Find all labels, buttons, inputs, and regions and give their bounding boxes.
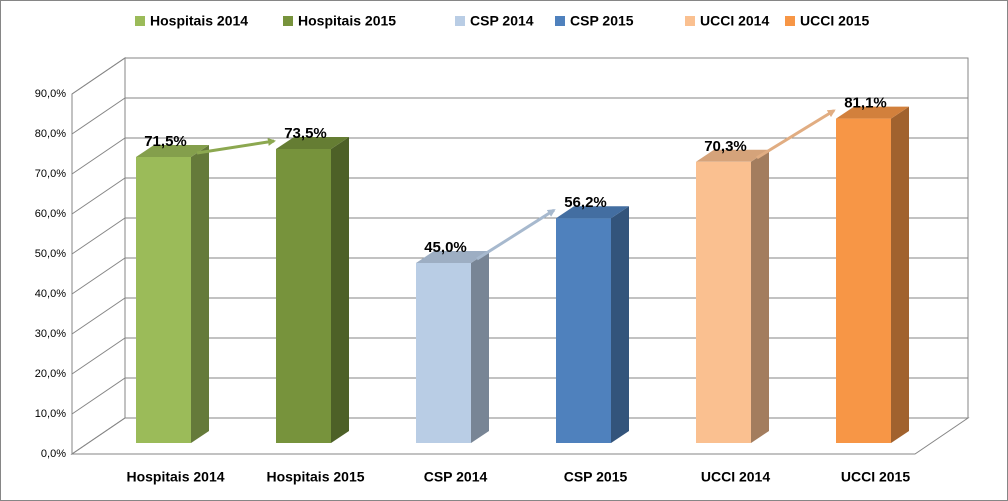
bar-side xyxy=(891,106,909,443)
y-tick-label: 40,0% xyxy=(35,288,66,300)
legend-swatch xyxy=(555,16,565,26)
legend-swatch xyxy=(455,16,465,26)
x-tick-label: CSP 2015 xyxy=(564,469,628,485)
y-tick-label: 90,0% xyxy=(35,88,66,100)
value-label: 73,5% xyxy=(284,125,327,142)
x-tick-label: UCCI 2014 xyxy=(701,469,770,485)
bar-front xyxy=(836,118,891,443)
bar-top xyxy=(836,106,909,119)
legend-label: CSP 2015 xyxy=(570,13,634,29)
labels: 0,0% 10,0% 20,0% 30,0% 40,0% 50,0% 60,0% 70,0% 8… xyxy=(35,88,911,485)
legend-swatch xyxy=(135,16,145,26)
y-tick-label: 20,0% xyxy=(35,368,66,380)
bar-front xyxy=(276,149,331,443)
value-label: 56,2% xyxy=(564,194,607,211)
bar-side xyxy=(471,251,489,443)
bar-front xyxy=(696,161,751,444)
bar-side xyxy=(611,206,629,443)
bar-side xyxy=(331,137,349,443)
y-tick-label: 50,0% xyxy=(35,248,66,260)
legend-swatch xyxy=(685,16,695,26)
grid-line xyxy=(71,257,968,295)
grid-line xyxy=(71,97,968,135)
bar-front xyxy=(416,263,471,443)
y-tick-label: 80,0% xyxy=(35,128,66,140)
y-tick-label: 30,0% xyxy=(35,328,66,340)
value-label: 70,3% xyxy=(704,138,747,155)
grid-line xyxy=(71,417,968,455)
trend-arrow xyxy=(756,109,836,160)
bar-top xyxy=(556,206,629,219)
legend-label: Hospitais 2014 xyxy=(150,13,248,29)
legend-label: Hospitais 2015 xyxy=(298,13,396,29)
grid-line xyxy=(71,137,968,175)
trend-arrow xyxy=(476,208,556,261)
value-label: 71,5% xyxy=(144,133,187,150)
grid-line xyxy=(71,337,968,375)
bar-side xyxy=(751,149,769,444)
side-wall xyxy=(71,57,126,455)
bar xyxy=(416,251,489,443)
legend-label: UCCI 2015 xyxy=(800,13,869,29)
trend-arrow xyxy=(196,137,276,155)
bar xyxy=(556,206,629,443)
x-tick-label: UCCI 2015 xyxy=(841,469,910,485)
legend: Hospitais 2014 Hospitais 2015 CSP 2014 CSP … xyxy=(135,13,869,29)
bar-top xyxy=(136,145,209,157)
x-tick-label: Hospitais 2015 xyxy=(266,469,364,485)
value-label: 45,0% xyxy=(424,239,467,256)
bar xyxy=(136,145,209,443)
x-tick-label: CSP 2014 xyxy=(424,469,488,485)
value-label: 81,1% xyxy=(844,95,887,112)
y-tick-label: 70,0% xyxy=(35,168,66,180)
bar-top xyxy=(276,137,349,149)
bar-top xyxy=(416,251,489,263)
bar-top xyxy=(696,149,769,162)
legend-swatch xyxy=(283,16,293,26)
grid-line xyxy=(71,217,968,255)
bar xyxy=(836,106,909,443)
grid-line xyxy=(71,297,968,335)
legend-label: CSP 2014 xyxy=(470,13,534,29)
grid-line xyxy=(71,377,968,415)
bars xyxy=(136,106,909,444)
grid-line xyxy=(71,177,968,215)
y-tick-label: 60,0% xyxy=(35,208,66,220)
grid xyxy=(71,57,968,455)
bar xyxy=(276,137,349,443)
x-tick-label: Hospitais 2014 xyxy=(126,469,224,485)
bar-front xyxy=(556,218,611,443)
bar-side xyxy=(191,145,209,443)
y-tick-label: 0,0% xyxy=(41,448,66,460)
bar-front xyxy=(136,157,191,443)
legend-swatch xyxy=(785,16,795,26)
legend-label: UCCI 2014 xyxy=(700,13,769,29)
bar xyxy=(696,149,769,444)
y-tick-label: 10,0% xyxy=(35,408,66,420)
grid-line xyxy=(71,57,968,95)
